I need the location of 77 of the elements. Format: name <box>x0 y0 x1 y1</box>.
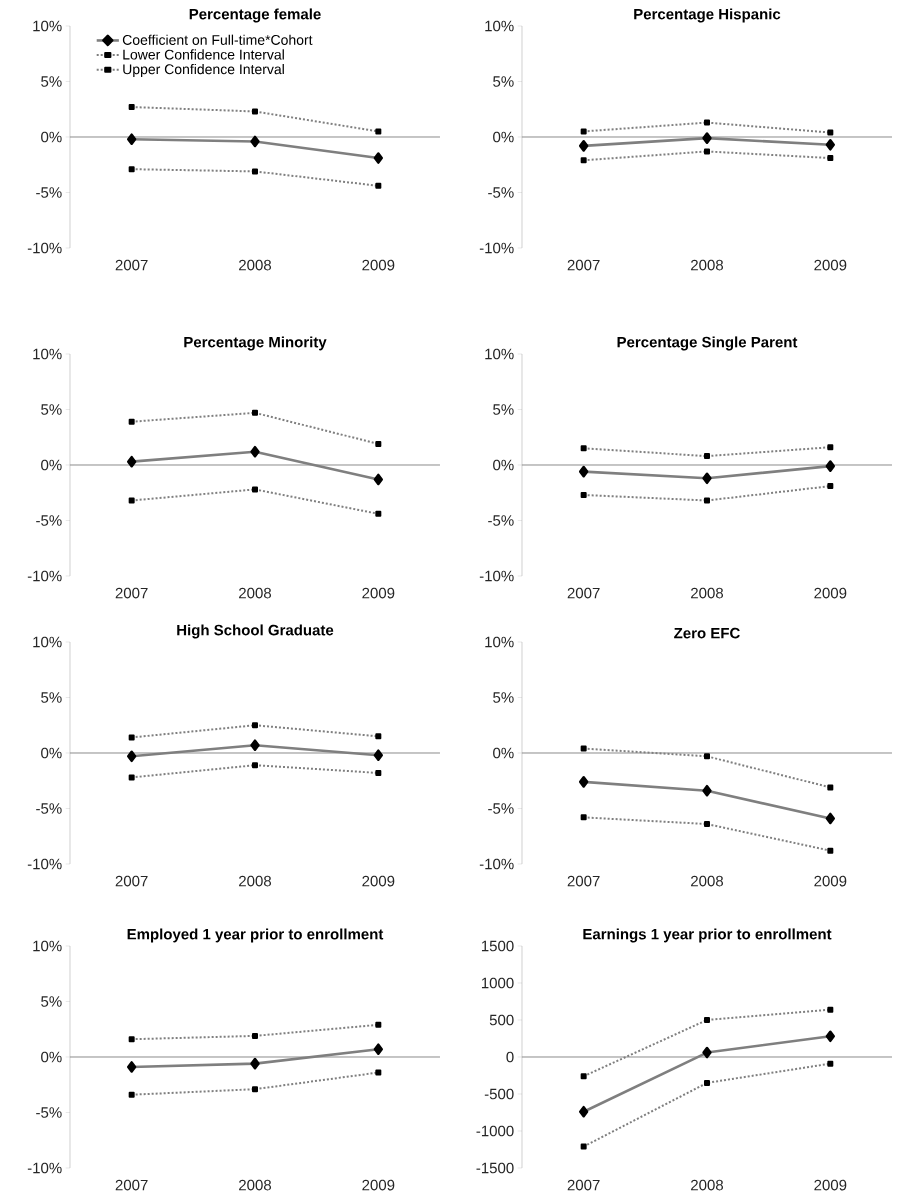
x-tick-label: 2009 <box>362 259 395 271</box>
y-tick-label: -10% <box>27 242 62 254</box>
y-tick-label: 5% <box>41 76 62 87</box>
chart-title: Percentage female <box>189 8 321 23</box>
y-tick-label: -10% <box>479 858 514 870</box>
chart-title: Zero EFC <box>674 627 740 639</box>
x-tick-label: 2009 <box>362 587 395 599</box>
x-tick-label: 2009 <box>814 259 847 271</box>
x-tick-label: 2009 <box>814 587 847 599</box>
y-tick-label: -5% <box>488 187 514 198</box>
x-tick-label: 2007 <box>567 1179 600 1191</box>
y-tick-label: 1000 <box>481 977 514 989</box>
y-tick-label: 0% <box>41 459 62 471</box>
y-tick-label: 500 <box>489 1014 514 1026</box>
x-tick-label: 2007 <box>567 875 600 887</box>
x-tick-label: 2007 <box>115 259 148 271</box>
x-tick-label: 2009 <box>814 875 847 887</box>
y-tick-label: -10% <box>27 570 62 582</box>
x-tick-label: 2007 <box>115 875 148 887</box>
x-tick-label: 2008 <box>691 587 724 599</box>
x-tick-label: 2007 <box>567 259 600 271</box>
y-tick-label: -500 <box>484 1088 514 1100</box>
y-tick-label: -5% <box>36 515 62 526</box>
y-tick-label: -1500 <box>476 1162 514 1174</box>
y-tick-label: -5% <box>488 515 514 526</box>
y-tick-label: -5% <box>488 803 514 814</box>
x-tick-label: 2008 <box>239 1179 272 1191</box>
y-tick-label: 10% <box>485 348 514 360</box>
x-tick-label: 2009 <box>814 1179 847 1191</box>
x-tick-label: 2008 <box>239 587 272 599</box>
chart-title: High School Graduate <box>177 624 334 639</box>
x-tick-label: 2008 <box>239 259 272 271</box>
y-tick-label: 5% <box>493 404 514 415</box>
y-tick-label: -5% <box>36 1107 62 1118</box>
y-tick-label: 10% <box>33 348 62 360</box>
x-tick-label: 2009 <box>362 875 395 887</box>
y-tick-label: -10% <box>479 242 514 254</box>
legend-label: Lower Confidence Interval <box>123 49 284 60</box>
y-tick-label: 5% <box>493 76 514 87</box>
y-tick-label: 0% <box>493 459 514 471</box>
y-tick-label: -5% <box>36 803 62 814</box>
x-tick-label: 2007 <box>567 587 600 599</box>
y-tick-label: 5% <box>493 692 514 703</box>
y-tick-label: -10% <box>27 1162 62 1174</box>
y-tick-label: 5% <box>41 404 62 415</box>
y-tick-label: -10% <box>27 858 62 870</box>
chart-title: Percentage Minority <box>184 336 327 351</box>
y-tick-label: 0% <box>493 131 514 143</box>
y-tick-label: -1000 <box>476 1125 514 1137</box>
y-tick-label: 10% <box>33 20 62 32</box>
x-tick-label: 2007 <box>115 1179 148 1191</box>
y-tick-label: -5% <box>36 187 62 198</box>
chart-title: Employed 1 year prior to enrollment <box>127 928 384 943</box>
y-tick-label: 5% <box>41 996 62 1007</box>
chart-title: Earnings 1 year prior to enrollment <box>583 928 832 943</box>
x-tick-label: 2007 <box>115 587 148 599</box>
y-tick-label: 0 <box>506 1051 514 1063</box>
y-tick-label: 1500 <box>481 940 514 952</box>
chart-title: Percentage Single Parent <box>617 336 798 351</box>
chart-title: Percentage Hispanic <box>634 8 781 23</box>
y-tick-label: 0% <box>41 131 62 143</box>
x-tick-label: 2008 <box>691 875 724 887</box>
y-tick-label: 10% <box>485 636 514 648</box>
x-tick-label: 2008 <box>691 259 724 271</box>
y-tick-label: -10% <box>479 570 514 582</box>
y-tick-label: 0% <box>493 747 514 759</box>
y-tick-label: 0% <box>41 1051 62 1063</box>
y-tick-label: 0% <box>41 747 62 759</box>
legend-label: Coefficient on Full-time*Cohort <box>122 34 313 45</box>
x-tick-label: 2009 <box>362 1179 395 1191</box>
x-tick-label: 2008 <box>239 875 272 887</box>
y-tick-label: 10% <box>33 636 62 648</box>
y-tick-label: 10% <box>485 20 514 32</box>
x-tick-label: 2008 <box>691 1179 724 1191</box>
legend-label: Upper Confidence Interval <box>123 63 284 77</box>
y-tick-label: 10% <box>33 940 62 952</box>
y-tick-label: 5% <box>41 692 62 703</box>
